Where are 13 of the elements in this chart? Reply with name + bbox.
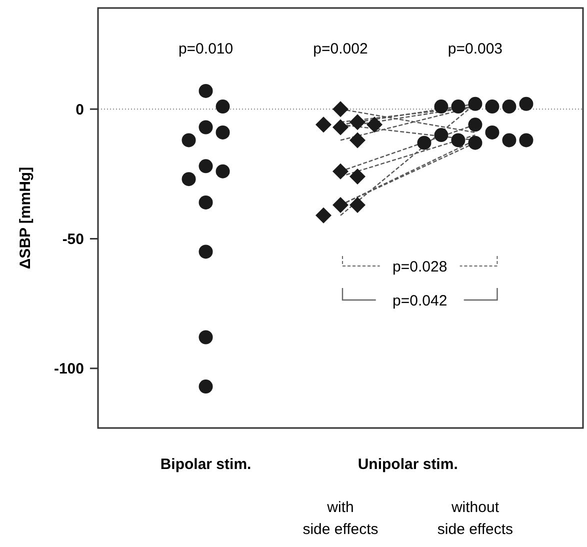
x-tick-label: with side effects [302, 499, 378, 538]
annotation: p=0.002 [313, 40, 368, 58]
annotation: p=0.028 [392, 258, 448, 276]
annotation: p=0.003 [448, 40, 503, 58]
annotation: p=0.010 [178, 40, 234, 58]
y-tick-label: -100 [54, 360, 84, 378]
annotation: p=0.042 [392, 292, 448, 310]
y-tick-label: 0 [76, 101, 84, 118]
x-tick-label: without side effects [437, 499, 514, 538]
text: Unipolar stim. [358, 456, 458, 473]
y-tick-label: -50 [62, 230, 84, 248]
y-axis-title: ΔSBP [mmHg] [17, 166, 34, 270]
x-tick-label: Bipolar stim. [160, 456, 252, 473]
